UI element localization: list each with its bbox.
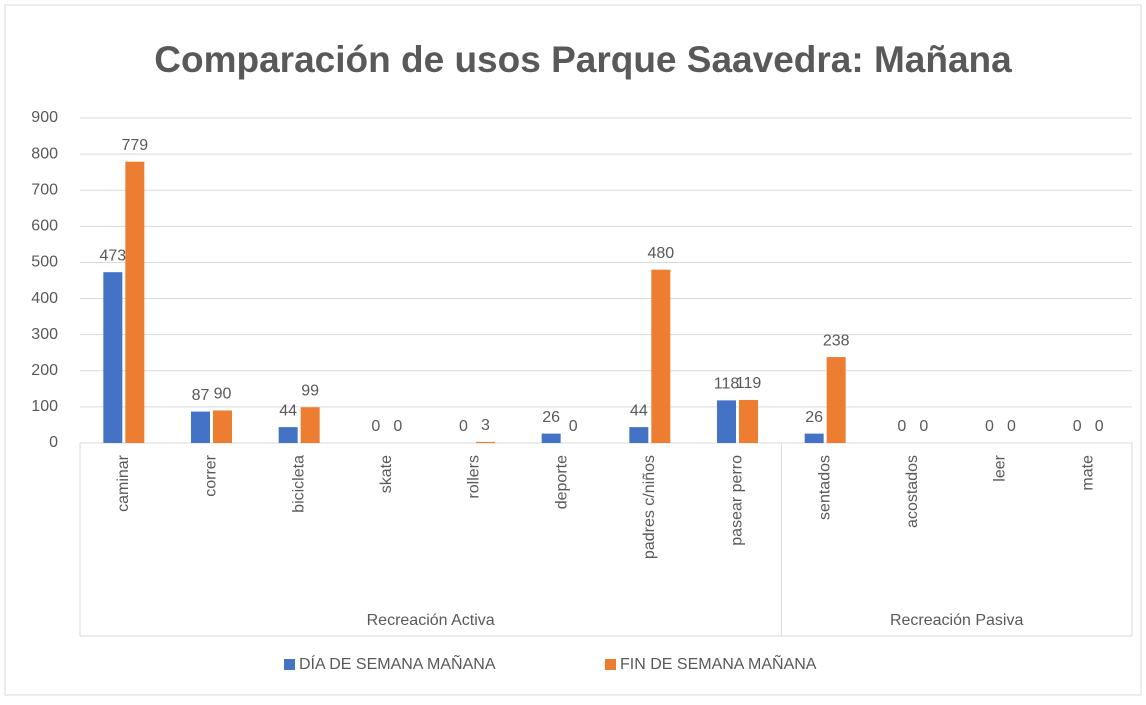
bar xyxy=(826,357,846,443)
data-label: 0 xyxy=(985,418,994,435)
data-label: 87 xyxy=(192,387,210,404)
data-label: 238 xyxy=(823,332,850,349)
x-tick-label: deporte xyxy=(553,455,570,509)
bar xyxy=(651,269,671,443)
x-tick-label: padres c/niños xyxy=(641,455,658,559)
data-label: 0 xyxy=(371,418,380,435)
legend-swatch xyxy=(605,659,616,670)
y-tick-label: 200 xyxy=(31,362,58,379)
data-label: 779 xyxy=(121,137,148,154)
data-label: 119 xyxy=(736,375,762,392)
y-tick-label: 300 xyxy=(31,326,58,343)
x-tick-label: mate xyxy=(1079,455,1096,491)
bar xyxy=(717,400,736,443)
x-tick-label: pasear perro xyxy=(729,455,746,546)
x-tick-label: rollers xyxy=(466,455,483,499)
data-label: 0 xyxy=(897,418,906,435)
data-label: 0 xyxy=(919,418,928,435)
y-tick-label: 800 xyxy=(31,145,58,162)
data-label: 26 xyxy=(542,409,560,426)
data-label: 0 xyxy=(393,418,402,435)
x-tick-label: bicicleta xyxy=(290,455,307,513)
data-label: 118 xyxy=(714,376,740,393)
data-label: 99 xyxy=(301,382,319,399)
x-tick-label: leer xyxy=(992,454,1009,481)
x-tick-label: caminar xyxy=(115,454,132,512)
legend-label: DÍA DE SEMANA MAÑANA xyxy=(299,653,496,673)
legend-label: FIN DE SEMANA MAÑANA xyxy=(620,653,817,673)
y-tick-label: 700 xyxy=(31,181,58,198)
chart-title: Comparación de usos Parque Saavedra: Mañ… xyxy=(154,39,1012,80)
x-tick-label: acostados xyxy=(904,455,921,528)
bar xyxy=(629,427,649,443)
legend-swatch xyxy=(284,659,295,670)
y-tick-label: 100 xyxy=(31,398,58,415)
x-tick-label: skate xyxy=(378,455,395,493)
bar xyxy=(191,411,210,443)
chart-frame xyxy=(4,4,1142,696)
data-label: 480 xyxy=(647,245,674,262)
bar xyxy=(541,433,561,443)
y-tick-label: 0 xyxy=(49,434,58,451)
bar xyxy=(103,272,123,443)
data-label: 0 xyxy=(1095,418,1104,435)
data-label: 44 xyxy=(279,402,297,419)
bar xyxy=(804,433,824,443)
y-tick-label: 400 xyxy=(31,290,58,307)
data-label: 44 xyxy=(630,402,648,419)
group-label: Recreación Pasiva xyxy=(890,612,1024,629)
bar xyxy=(739,400,758,443)
group-label: Recreación Activa xyxy=(367,612,495,629)
x-tick-label: sentados xyxy=(816,455,833,520)
data-label: 90 xyxy=(214,386,232,403)
data-label: 26 xyxy=(805,409,823,426)
data-label: 0 xyxy=(569,418,578,435)
data-label: 3 xyxy=(481,417,490,434)
y-tick-label: 900 xyxy=(31,109,58,126)
data-label: 0 xyxy=(1007,418,1016,435)
data-label: 473 xyxy=(99,247,126,264)
data-label: 0 xyxy=(1073,418,1082,435)
x-tick-label: correr xyxy=(203,454,220,496)
bar xyxy=(300,407,320,443)
bar xyxy=(125,161,145,443)
bar xyxy=(213,410,232,443)
data-label: 0 xyxy=(459,418,468,435)
bar xyxy=(476,441,495,443)
y-tick-label: 600 xyxy=(31,218,58,235)
bar xyxy=(278,427,298,443)
y-tick-label: 500 xyxy=(31,254,58,271)
